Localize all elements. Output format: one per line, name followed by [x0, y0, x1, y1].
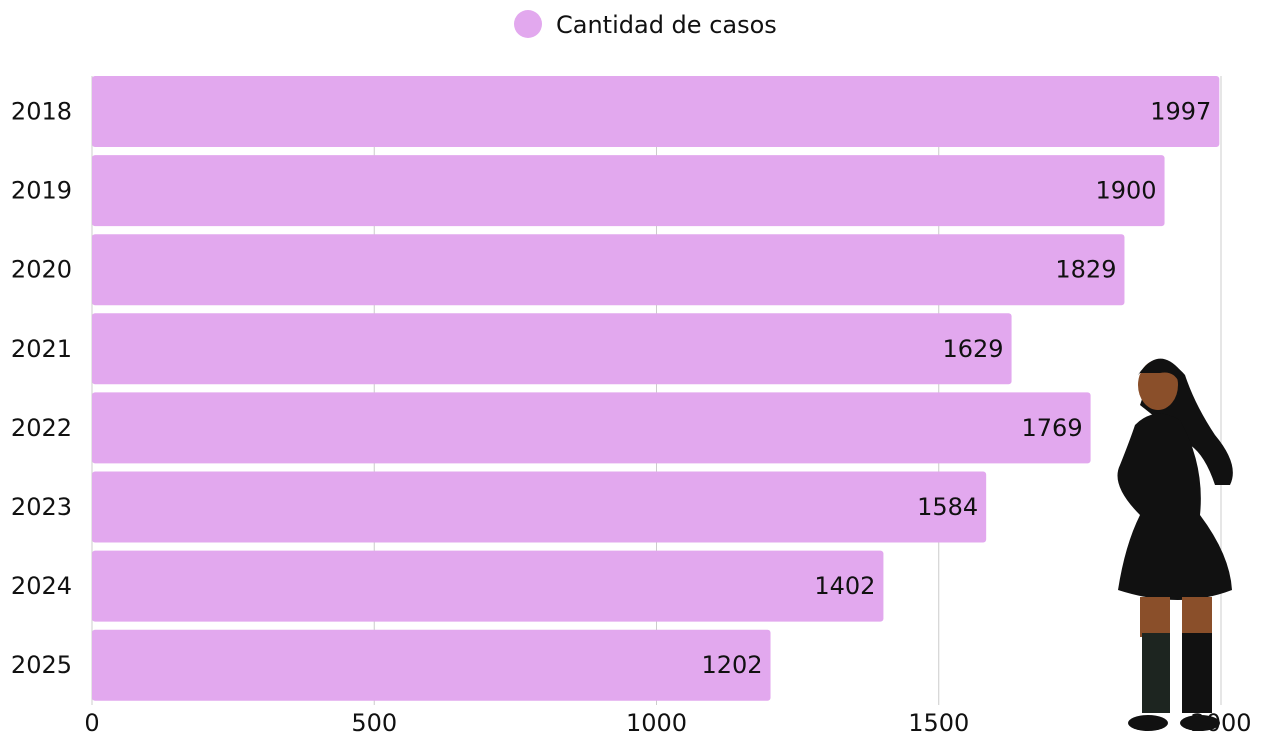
- y-tick-label: 2020: [11, 256, 72, 284]
- bar: [92, 392, 1091, 464]
- value-label: 1202: [701, 651, 762, 679]
- y-tick-label: 2018: [11, 98, 72, 126]
- bar: [92, 471, 987, 543]
- legend-label: Cantidad de casos: [556, 11, 777, 39]
- x-tick-label: 0: [84, 709, 99, 737]
- y-tick-label: 2021: [11, 335, 72, 363]
- y-tick-label: 2023: [11, 493, 72, 521]
- y-tick-label: 2024: [11, 572, 72, 600]
- value-label: 1829: [1055, 256, 1116, 284]
- y-tick-label: 2025: [11, 651, 72, 679]
- bar: [92, 629, 771, 701]
- bar: [92, 155, 1165, 227]
- illustration: [1117, 358, 1233, 731]
- value-label: 1402: [814, 572, 875, 600]
- legend-marker: [514, 10, 542, 38]
- value-label: 1769: [1022, 414, 1083, 442]
- x-tick-label: 500: [351, 709, 397, 737]
- value-label: 1629: [942, 335, 1003, 363]
- value-label: 1900: [1095, 177, 1156, 205]
- bar: [92, 313, 1012, 385]
- bar: [92, 550, 884, 622]
- bar: [92, 234, 1125, 306]
- y-tick-label: 2022: [11, 414, 72, 442]
- value-label: 1584: [917, 493, 978, 521]
- y-tick-label: 2019: [11, 177, 72, 205]
- value-label: 1997: [1150, 98, 1211, 126]
- bar: [92, 76, 1220, 147]
- x-tick-label: 1000: [626, 709, 687, 737]
- x-tick-label: 1500: [908, 709, 969, 737]
